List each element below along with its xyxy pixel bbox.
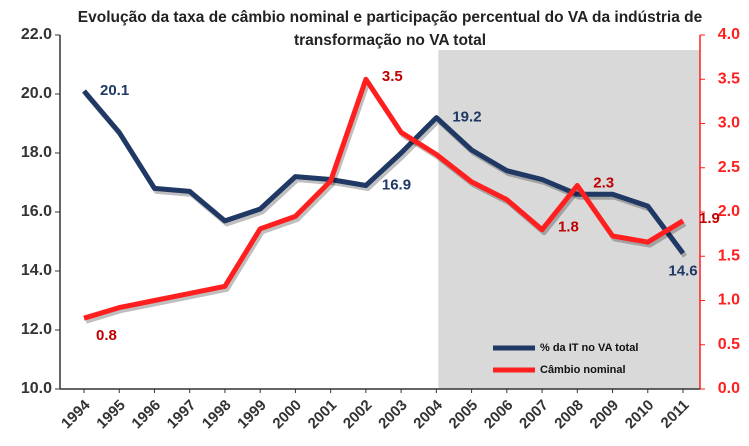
data-label: 3.5 [382,68,403,85]
y2-tick-label: 4.0 [718,26,740,43]
y-tick-label: 12.0 [21,321,52,338]
x-tick-label: 2001 [305,397,341,433]
data-label: 0.8 [96,327,117,344]
y-tick-label: 18.0 [21,144,52,161]
data-label: 1.9 [699,210,720,227]
y-tick-label: 16.0 [21,203,52,220]
x-tick-label: 2010 [622,397,658,433]
y-tick-label: 20.0 [21,85,52,102]
x-tick-label: 1999 [234,397,270,433]
x-tick-label: 1997 [164,397,200,433]
x-tick-label: 1994 [58,396,94,432]
y-tick-label: 10.0 [21,380,52,397]
x-tick-label: 1996 [128,397,164,433]
legend-label: % da IT no VA total [540,342,638,354]
data-label: 20.1 [100,82,129,99]
x-tick-label: 1998 [199,397,235,433]
x-tick-label: 2009 [587,397,623,433]
data-label: 19.2 [452,109,481,126]
x-tick-label: 2002 [340,397,376,433]
x-tick-label: 2006 [481,397,517,433]
y2-tick-label: 3.5 [718,70,740,87]
y-tick-label: 14.0 [21,262,52,279]
y2-tick-label: 0.5 [718,336,740,353]
x-tick-label: 2007 [516,397,552,433]
data-label: 16.9 [382,176,411,193]
y2-tick-label: 1.0 [718,292,740,309]
legend-label: Câmbio nominal [540,364,626,376]
y2-tick-label: 3.0 [718,115,740,132]
data-label: 1.8 [558,219,579,236]
chart: 10.0 12.0 14.0 16.0 18.0 20.0 22.0 0.0 0.5 1.0 1.5… [0,0,749,446]
y2-tick-label: 2.0 [718,203,740,220]
x-tick-label: 2003 [375,397,411,433]
data-label: 14.6 [668,262,697,279]
x-tick-label: 2005 [446,397,482,433]
x-tick-label: 2004 [410,396,446,432]
x-tick-label: 2011 [658,397,693,432]
chart-title: Evolução da taxa de câmbio nominal e par… [70,6,710,52]
y-tick-label: 22.0 [21,26,52,43]
chart-container: 10.0 12.0 14.0 16.0 18.0 20.0 22.0 0.0 0.5 1.0 1.5… [0,0,749,446]
x-tick-label: 2008 [551,397,587,433]
x-tick-label: 2000 [269,397,305,433]
y2-tick-label: 0.0 [718,380,740,397]
data-label: 2.3 [593,174,614,191]
x-tick-label: 1995 [93,397,129,433]
y2-tick-label: 1.5 [718,247,740,264]
y2-tick-label: 2.5 [718,159,740,176]
